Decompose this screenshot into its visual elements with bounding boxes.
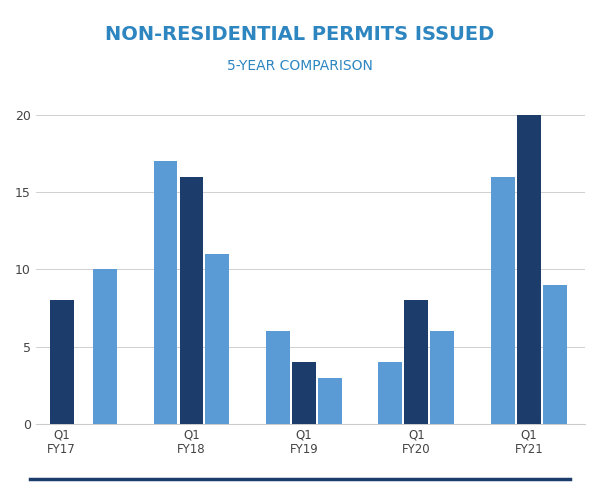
Bar [179,177,203,424]
Bar [379,362,402,424]
Text: NON-RESIDENTIAL PERMITS ISSUED: NON-RESIDENTIAL PERMITS ISSUED [106,25,494,44]
Bar [517,115,541,424]
Bar [491,177,515,424]
Bar [93,270,117,424]
Bar [543,285,566,424]
Bar [292,362,316,424]
Bar [404,300,428,424]
Bar [50,300,74,424]
Bar [318,378,342,424]
Bar [430,331,454,424]
Text: 5-YEAR COMPARISON: 5-YEAR COMPARISON [227,59,373,73]
Bar [266,331,290,424]
Bar [154,161,178,424]
Bar [205,254,229,424]
